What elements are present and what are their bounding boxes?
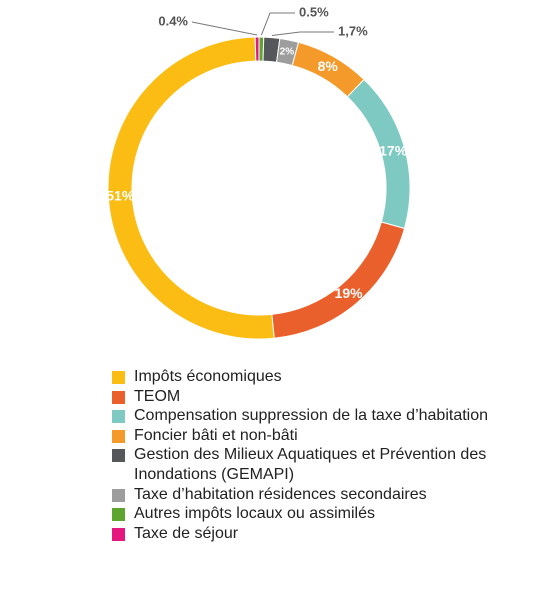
legend-item: Autres impôts locaux ou assimilés xyxy=(112,504,532,524)
legend-label: TEOM xyxy=(134,387,181,405)
legend-swatch xyxy=(112,429,125,443)
legend-label: Taxe de séjour xyxy=(134,524,239,542)
legend-swatch xyxy=(112,390,125,404)
value-label: 2% xyxy=(280,46,295,57)
legend-label: Compensation suppression de la taxe d’ha… xyxy=(134,407,489,425)
legend-swatch xyxy=(112,449,125,463)
legend-label: Taxe d’habitation résidences secondaires xyxy=(134,485,427,503)
leader-line xyxy=(271,31,334,37)
legend-item: Impôts économiques xyxy=(112,367,532,387)
legend-item: Foncier bâti et non-bâti xyxy=(112,426,532,446)
value-label: 0.4% xyxy=(158,13,188,28)
value-label: 0.5% xyxy=(299,4,329,19)
leader-line xyxy=(191,21,258,36)
legend-item: Taxe de séjour xyxy=(112,524,532,544)
leader-line xyxy=(260,12,295,36)
legend-label: Impôts économiques xyxy=(134,368,282,385)
legend-label: Autres impôts locaux ou assimilés xyxy=(134,505,375,523)
legend-item: Compensation suppression de la taxe d’ha… xyxy=(112,406,532,426)
legend-label: Foncier bâti et non-bâti xyxy=(134,426,298,444)
legend-swatch xyxy=(112,508,125,522)
value-label: 1,7% xyxy=(338,23,368,38)
legend-swatch xyxy=(112,488,125,502)
value-label: 19% xyxy=(335,285,364,301)
value-label: 51% xyxy=(106,187,135,203)
value-label: 8% xyxy=(318,58,339,74)
donut-slice xyxy=(271,221,406,339)
donut-slice xyxy=(254,36,260,62)
legend-swatch xyxy=(112,371,125,384)
legend-item: TEOM xyxy=(112,387,532,407)
value-label: 17% xyxy=(379,142,408,158)
donut-chart: 0.5% 1,7% 2% 8% 17% 19% 51% 0.4% xyxy=(106,4,411,340)
legend-swatch xyxy=(112,527,125,541)
legend-item: Taxe d’habitation résidences secondaires xyxy=(112,485,532,505)
legend-label: Gestion des Milieux Aquatiques et Préven… xyxy=(134,446,487,483)
legend-item: Gestion des Milieux Aquatiques et Préven… xyxy=(112,445,532,484)
legend: Impôts économiques TEOM Compensation suppr… xyxy=(112,367,532,543)
legend-swatch xyxy=(112,410,125,424)
